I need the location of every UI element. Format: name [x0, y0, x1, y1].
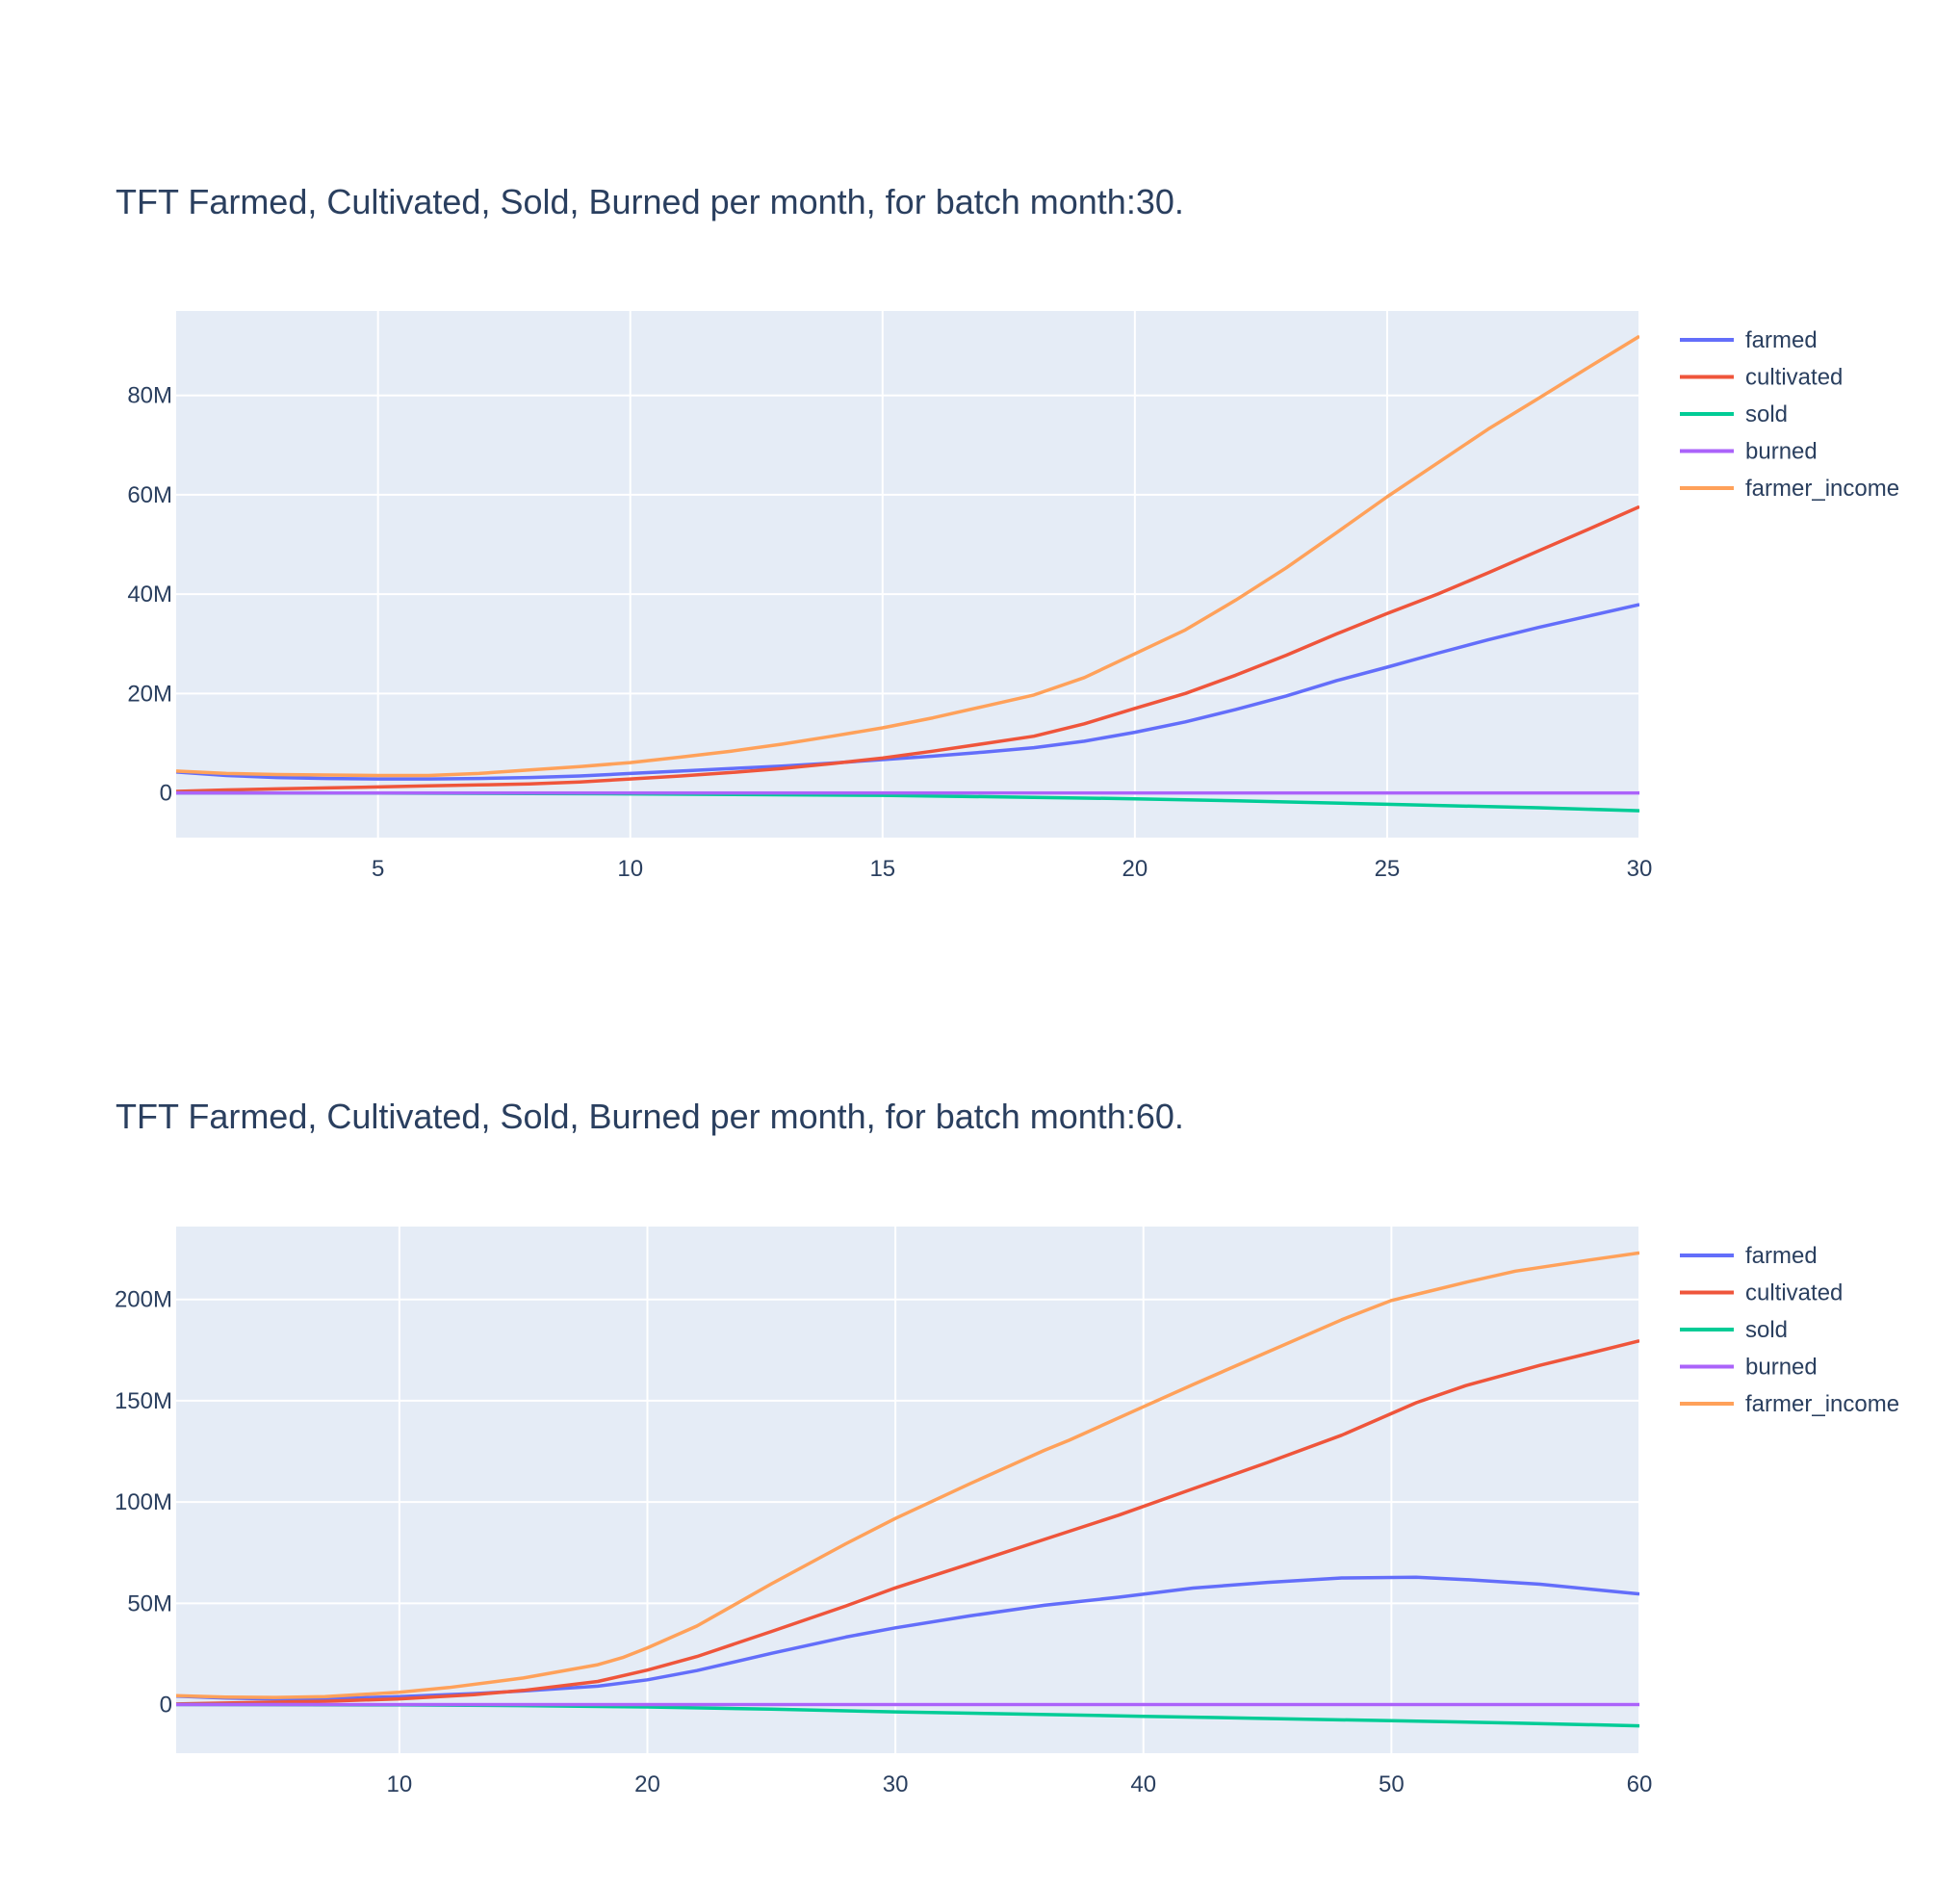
x-tick-label: 40 [1130, 1771, 1156, 1797]
x-tick-label: 10 [617, 856, 643, 882]
y-tick-label: 200M [115, 1287, 172, 1313]
plot-area [176, 311, 1639, 838]
chart-2: TFT Farmed, Cultivated, Sold, Burned per… [115, 1097, 1899, 1797]
series-line-cultivated [176, 1339, 1639, 1706]
legend: farmed cultivated sold burned farmer_income [1680, 327, 1899, 502]
chart-1: TFT Farmed, Cultivated, Sold, Burned per… [116, 182, 1899, 882]
legend-label: farmer_income [1745, 1391, 1899, 1417]
y-tick-label: 60M [127, 482, 172, 508]
x-tick-label: 30 [1627, 856, 1653, 882]
series-line-farmer-income [176, 334, 1639, 778]
x-tick-label: 60 [1627, 1771, 1653, 1797]
legend-label: burned [1745, 439, 1818, 465]
x-tick-label: 50 [1379, 1771, 1405, 1797]
legend-label: sold [1745, 1317, 1788, 1343]
x-tick-label: 15 [869, 856, 895, 882]
series-line-farmed [176, 1575, 1639, 1701]
plot-area [176, 1227, 1639, 1753]
y-tick-label: 0 [160, 781, 172, 807]
x-tick-label: 30 [883, 1771, 909, 1797]
legend-label: farmed [1745, 1243, 1818, 1269]
legend-label: cultivated [1745, 365, 1843, 391]
x-tick-label: 25 [1375, 856, 1401, 882]
y-tick-label: 0 [160, 1693, 172, 1719]
chart-title: TFT Farmed, Cultivated, Sold, Burned per… [116, 182, 1184, 221]
legend: farmed cultivated sold burned farmer_income [1680, 1243, 1899, 1417]
legend-label: cultivated [1745, 1280, 1843, 1306]
legend-label: farmer_income [1745, 476, 1899, 502]
y-tick-label: 20M [127, 681, 172, 707]
x-tick-label: 20 [1122, 856, 1148, 882]
legend-label: farmed [1745, 327, 1818, 353]
y-tick-label: 100M [115, 1489, 172, 1515]
y-tick-label: 50M [127, 1590, 172, 1616]
x-tick-label: 10 [387, 1771, 413, 1797]
series-line-cultivated [176, 504, 1639, 793]
series-line-farmer-income [176, 1251, 1639, 1699]
y-tick-label: 40M [127, 582, 172, 607]
legend-label: burned [1745, 1355, 1818, 1381]
x-tick-label: 5 [372, 856, 384, 882]
y-tick-label: 80M [127, 383, 172, 409]
legend-label: sold [1745, 401, 1788, 427]
x-tick-label: 20 [634, 1771, 660, 1797]
y-tick-label: 150M [115, 1388, 172, 1414]
chart-title: TFT Farmed, Cultivated, Sold, Burned per… [116, 1097, 1184, 1136]
series-line-farmed [176, 603, 1639, 781]
